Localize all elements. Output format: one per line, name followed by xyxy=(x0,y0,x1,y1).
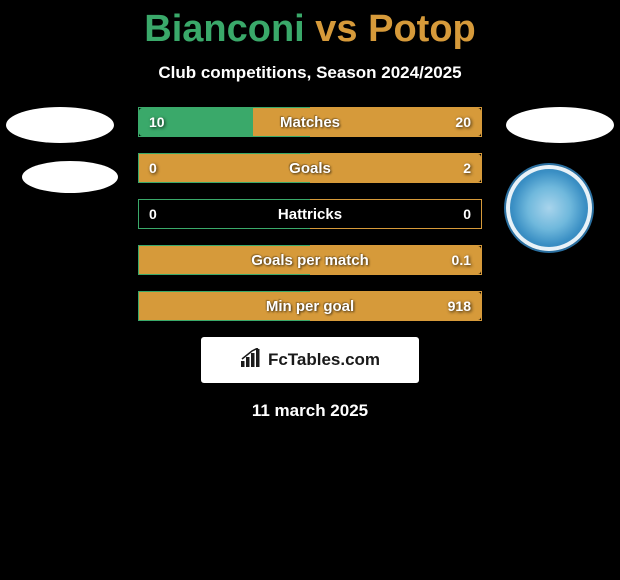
comparison-title: Bianconi vs Potop xyxy=(0,0,620,51)
bar-row: Min per goal918 xyxy=(138,291,482,321)
vs-text: vs xyxy=(305,8,368,50)
brand-box: FcTables.com xyxy=(201,337,419,383)
right-club-logo-1 xyxy=(506,107,614,143)
bar-row: Goals0 2 xyxy=(138,153,482,183)
bar-value-right: 0 xyxy=(463,206,471,222)
bar-label: Hattricks xyxy=(139,206,481,223)
left-club-logo-1 xyxy=(6,107,114,143)
date-text: 11 march 2025 xyxy=(0,401,620,421)
bar-row: Hattricks0 0 xyxy=(138,199,482,229)
bar-value-right: 918 xyxy=(448,298,471,314)
player-left-name: Bianconi xyxy=(144,8,304,50)
left-club-logo-2 xyxy=(22,161,118,193)
bar-label: Matches xyxy=(139,114,481,131)
bar-row: Matches10 20 xyxy=(138,107,482,137)
right-club-badge xyxy=(506,165,592,251)
bar-label: Min per goal xyxy=(139,298,481,315)
brand-text: FcTables.com xyxy=(268,350,380,370)
bar-value-right: 0.1 xyxy=(452,252,471,268)
bar-value-right: 2 xyxy=(463,160,471,176)
bar-value-left: 0 xyxy=(149,160,157,176)
bar-value-left: 0 xyxy=(149,206,157,222)
bar-value-right: 20 xyxy=(455,114,471,130)
bar-value-left: 10 xyxy=(149,114,165,130)
comparison-chart: Matches1020Goals02Hattricks00Goals per m… xyxy=(0,107,620,321)
subtitle: Club competitions, Season 2024/2025 xyxy=(0,63,620,83)
bar-label: Goals xyxy=(139,160,481,177)
bar-row: Goals per match0.1 xyxy=(138,245,482,275)
bars-container: Matches1020Goals02Hattricks00Goals per m… xyxy=(138,107,482,321)
bar-label: Goals per match xyxy=(139,252,481,269)
player-right-name: Potop xyxy=(368,8,476,50)
brand-chart-icon xyxy=(240,348,262,373)
